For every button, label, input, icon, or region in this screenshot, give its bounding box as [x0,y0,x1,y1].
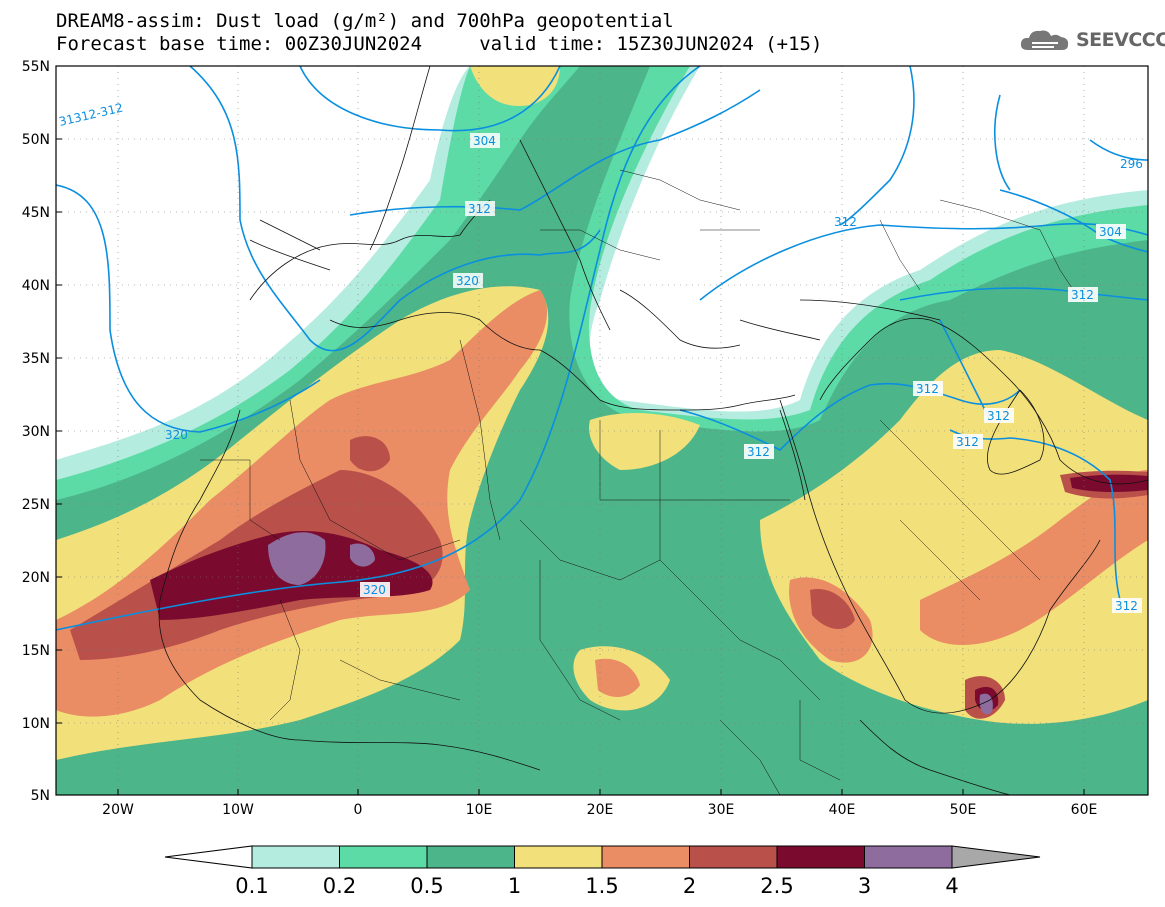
contour-label: 320 [165,428,188,442]
longitude-labels: 20W 10W 0 10E 20E 30E 40E 50E 60E [102,802,1097,818]
dust-band-2 [350,436,390,472]
seevccc-logo: SEEVCCC [1018,26,1165,54]
colorbar-tick-label: 0.2 [323,874,356,898]
tick-marks [56,65,1085,796]
contour-label-box: 312 [913,381,943,396]
cloud-logo-icon [1020,30,1069,50]
dust-field: 31312-312 304 312 320 320 320 312 312 31… [56,66,1148,795]
colorbar-under-triangle [164,845,253,869]
lat-label: 35N [22,351,50,367]
colorbar-over-triangle [951,845,1041,869]
lon-label: 20E [587,802,614,818]
colorbar-swatch [514,845,603,869]
lon-label: 30E [708,802,735,818]
colorbar-swatch [864,845,953,869]
contour-label-box: 312 [465,201,495,216]
lon-label: 10E [466,802,493,818]
lon-label: 50E [950,802,977,818]
latitude-labels: 55N 50N 45N 40N 35N 30N 25N 20N 15N 10N … [22,59,50,804]
contour-label-box: 312 [1068,287,1098,302]
title-line-1: DREAM8-assim: Dust load (g/m²) and 700hP… [56,10,674,32]
contour-label: 312 [747,445,770,459]
contour-labels: 31312-312 304 312 320 320 320 312 312 31… [58,101,1143,613]
contour-label: 320 [363,583,386,597]
lon-label: 10W [222,802,254,818]
contour-label: 320 [456,274,479,288]
contour-label: 304 [1099,225,1122,239]
colorbar-tick-label: 1 [508,874,521,898]
dust-band-1 [589,413,700,470]
lat-label: 5N [31,788,50,804]
lon-label: 60E [1071,802,1098,818]
lon-label: 20W [102,802,134,818]
colorbar-swatch [426,845,515,869]
lat-label: 25N [22,497,50,513]
contour-label: 312 [1071,288,1094,302]
contour-label: 296 [1120,157,1143,171]
contour-label-box: 320 [360,582,390,597]
title-line-2: Forecast base time: 00Z30JUN2024 valid t… [56,33,823,55]
lat-label: 20N [22,570,50,586]
colorbar-tick-label: 4 [945,874,958,898]
contour-label-box: 312 [984,408,1014,423]
colorbar-tick-label: 2.5 [760,874,793,898]
contour-label-box: 312 [1112,598,1142,613]
dust-band-3 [979,693,993,715]
lat-label: 50N [22,132,50,148]
colorbar: 0.1 0.2 0.5 1 1.5 2 2.5 3 4 [164,845,1041,898]
graticule [56,66,1148,795]
contour-label: 312 [956,435,979,449]
contour-label-box: 312 [953,434,983,449]
contour-label: 312 [834,215,857,229]
colorbar-swatch [776,845,865,869]
dust-band-1 [470,66,560,106]
contour-label: 304 [473,134,496,148]
colorbar-swatch [339,845,428,869]
contour-label-box: 304 [1096,224,1126,239]
contour-label-box: 304 [470,133,500,148]
contour-label-box: 320 [453,273,483,288]
lat-label: 15N [22,643,50,659]
colorbar-tick-label: 0.5 [410,874,443,898]
colorbar-tick-label: 1.5 [585,874,618,898]
colorbar-tick-label: 0.1 [235,874,268,898]
contour-label: 312 [987,409,1010,423]
lon-label: 0 [354,802,363,818]
logo-text: SEEVCCC [1076,29,1165,51]
dust-band-1.5 [920,470,1148,645]
colorbar-tick-label: 2 [683,874,696,898]
contour-label: 312 [916,382,939,396]
contour-label: 312 [1115,599,1138,613]
dust-band-2 [810,589,855,630]
lon-label: 40E [829,802,856,818]
dust-band-1.5 [595,658,640,697]
coastlines [158,66,1148,795]
lat-label: 30N [22,424,50,440]
contour-label-box: 312 [744,444,774,459]
colorbar-swatch [689,845,778,869]
lat-label: 10N [22,716,50,732]
lat-label: 40N [22,278,50,294]
contour-label: 312 [468,202,491,216]
lat-label: 55N [22,59,50,75]
colorbar-swatch [251,845,340,869]
dust-band-3 [350,543,375,567]
dust-band-3 [268,532,326,585]
colorbar-tick-label: 3 [858,874,871,898]
country-borders [200,169,1081,795]
colorbar-swatch [601,845,690,869]
lat-label: 45N [22,205,50,221]
